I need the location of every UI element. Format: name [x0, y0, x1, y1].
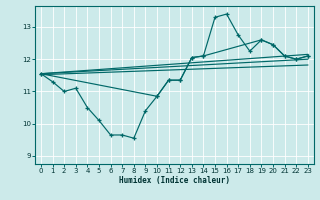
X-axis label: Humidex (Indice chaleur): Humidex (Indice chaleur) — [119, 176, 230, 185]
